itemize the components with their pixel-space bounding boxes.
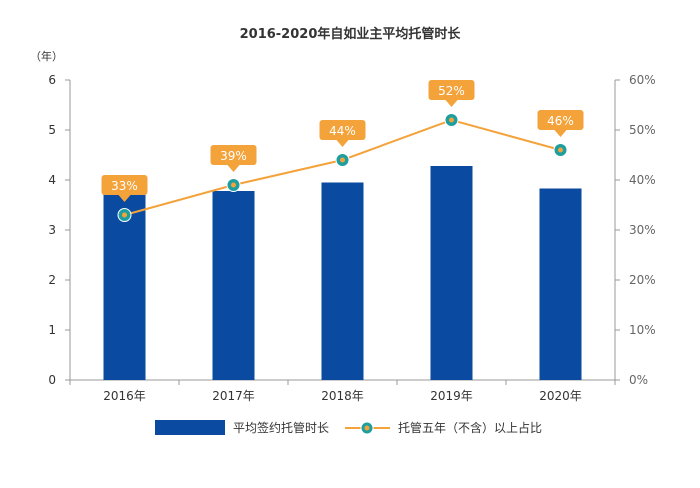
callout-box (428, 80, 475, 100)
bar (321, 182, 364, 380)
data-label: 39% (220, 149, 247, 163)
bar (212, 191, 255, 380)
chart-title: 2016-2020年自如业主平均托管时长 (240, 26, 462, 42)
y-tick-label-right: 60% (629, 73, 656, 87)
legend-bar-swatch (155, 420, 225, 435)
legend-bar-label: 平均签约托管时长 (233, 420, 329, 435)
x-tick-label: 2016年 (103, 389, 146, 403)
callout-pointer (445, 100, 458, 107)
y-tick-label-right: 0% (629, 373, 648, 387)
bar-series (103, 166, 582, 380)
y-tick-label-left: 0 (48, 373, 56, 387)
callout-box (319, 120, 366, 140)
line-point-center (231, 182, 236, 188)
y-tick-label-right: 20% (629, 273, 656, 287)
y-tick-label-right: 30% (629, 223, 656, 237)
legend: 平均签约托管时长 托管五年（不含）以上占比 (155, 420, 542, 435)
y-tick-label-left: 4 (48, 173, 56, 187)
bar (539, 188, 582, 380)
y-tick-label-right: 50% (629, 123, 656, 137)
callout-pointer (336, 140, 349, 147)
data-label-callout: 46% (537, 110, 584, 137)
data-label: 44% (329, 124, 356, 138)
line-point-center (558, 147, 563, 153)
data-label-callout: 52% (428, 80, 475, 107)
bar (103, 192, 146, 380)
y-tick-label-right: 40% (629, 173, 656, 187)
callout-box (210, 145, 257, 165)
legend-line-label: 托管五年（不含）以上占比 (398, 420, 542, 435)
data-label: 46% (547, 114, 574, 128)
callout-box (537, 110, 584, 130)
y-tick-label-left: 5 (48, 123, 56, 137)
callout-pointer (554, 130, 567, 137)
callout-pointer (227, 165, 240, 172)
data-label-callout: 44% (319, 120, 366, 147)
y-tick-label-left: 3 (48, 223, 56, 237)
x-tick-label: 2020年 (539, 389, 582, 403)
data-labels: 33% 39% 44% 52% 46% (101, 80, 584, 202)
data-label: 52% (438, 84, 465, 98)
y-axis-unit-label: （年） (30, 49, 63, 63)
y-tick-label-right: 10% (629, 323, 656, 337)
callout-pointer (118, 195, 131, 202)
bar (430, 166, 473, 380)
legend-line-marker-center (364, 425, 370, 431)
line-series (117, 113, 568, 222)
y-tick-label-left: 6 (48, 73, 56, 87)
data-label: 33% (111, 179, 138, 193)
callout-box (101, 175, 148, 195)
x-tick-label: 2017年 (212, 389, 255, 403)
y-tick-label-left: 1 (48, 323, 56, 337)
line-point-center (340, 157, 345, 163)
line-point-center (449, 117, 454, 123)
x-tick-label: 2019年 (430, 389, 473, 403)
x-tick-label: 2018年 (321, 389, 364, 403)
y-tick-label-left: 2 (48, 273, 56, 287)
data-label-callout: 33% (101, 175, 148, 202)
line-point-center (122, 212, 127, 218)
data-label-callout: 39% (210, 145, 257, 172)
